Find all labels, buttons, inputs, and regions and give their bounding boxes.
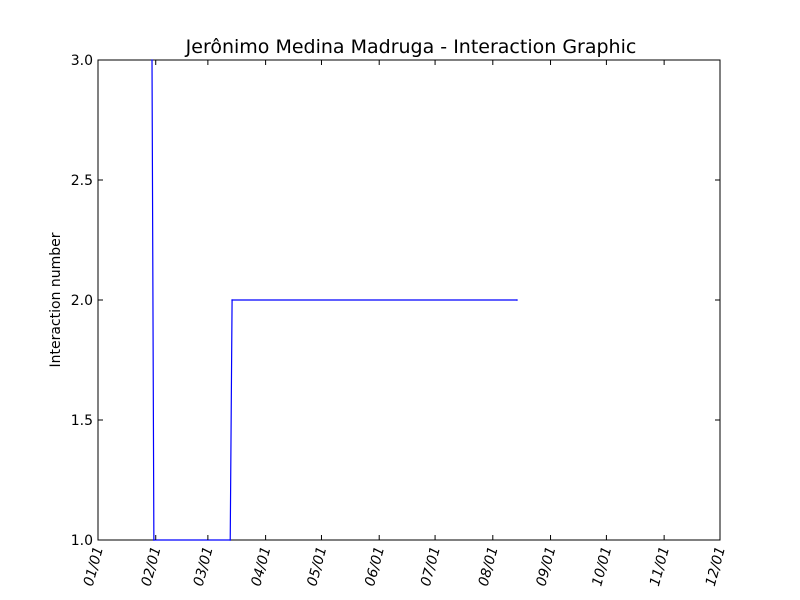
y-axis-label: Interaction number (48, 232, 64, 367)
y-tick-label: 1.5 (71, 413, 93, 429)
y-tick-label: 3.0 (71, 53, 93, 69)
y-tick-label: 2.5 (71, 173, 93, 189)
data-point (153, 539, 155, 541)
y-tick-label: 1.0 (71, 533, 93, 549)
data-point (516, 299, 518, 301)
y-tick-label: 2.0 (71, 293, 93, 309)
data-point (229, 539, 232, 541)
chart-title: Jerônimo Medina Madruga - Interaction Gr… (185, 36, 637, 58)
data-point (231, 299, 233, 301)
data-point (151, 59, 153, 61)
